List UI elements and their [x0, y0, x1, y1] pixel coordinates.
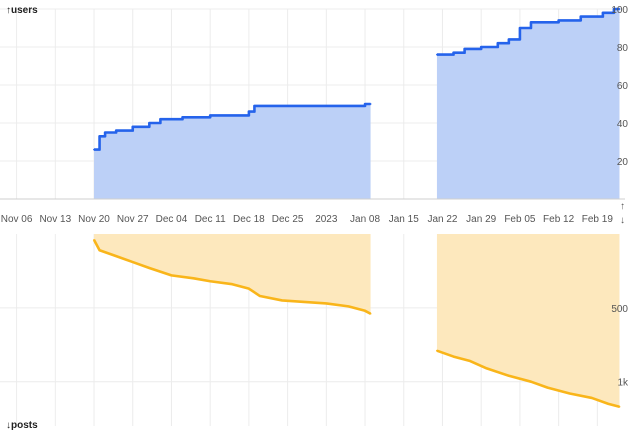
posts-point: [93, 239, 95, 241]
users-point: [358, 105, 361, 107]
y-tick-label-posts: 500: [611, 304, 628, 315]
up-arrow-icon: ↑: [620, 201, 625, 212]
posts-point: [568, 392, 571, 395]
posts-point: [485, 367, 488, 370]
x-tick-label: Nov 13: [39, 214, 71, 225]
x-tick-label: Dec 04: [156, 214, 188, 225]
y-axis-label-posts: ↓posts: [6, 420, 38, 431]
posts-point: [231, 283, 234, 286]
users-series: [93, 7, 621, 199]
y-tick-label-users: 80: [617, 43, 629, 54]
y-tick-label-users: 20: [617, 157, 629, 168]
users-point: [507, 38, 510, 41]
users-point: [436, 53, 438, 56]
x-tick-label: Jan 22: [427, 214, 457, 225]
chart-labels: ↑users ↓posts ↑ ↓: [6, 5, 625, 431]
x-tick-label: Feb 19: [582, 214, 614, 225]
x-tick-label: 2023: [315, 214, 338, 225]
posts-point: [325, 302, 328, 305]
users-point: [519, 27, 521, 29]
posts-point: [259, 295, 261, 297]
users-point: [98, 135, 101, 138]
posts-point: [192, 277, 195, 280]
posts-point: [247, 287, 250, 290]
users-point: [253, 105, 256, 107]
users-area-fill: [436, 9, 620, 199]
y-axis-label-users: ↑users: [6, 5, 38, 16]
posts-point: [590, 397, 593, 399]
posts-point: [507, 374, 510, 377]
users-point: [601, 11, 604, 14]
users-point: [131, 125, 134, 128]
posts-point: [618, 405, 621, 408]
users-point: [325, 105, 328, 107]
users-point: [369, 103, 372, 105]
posts-point: [364, 309, 366, 312]
x-tick-label: Feb 05: [504, 214, 536, 225]
users-point: [181, 116, 184, 119]
users-point: [496, 42, 499, 45]
users-point: [247, 110, 250, 113]
posts-point: [148, 267, 151, 269]
posts-point: [347, 305, 350, 308]
x-tick-label: Jan 29: [466, 214, 496, 225]
users-point: [159, 118, 162, 121]
users-point: [93, 148, 95, 151]
users-point: [364, 103, 366, 105]
x-tick-label: Nov 06: [1, 214, 33, 225]
x-tick-label: Feb 12: [543, 214, 575, 225]
x-tick-label: Jan 08: [350, 214, 380, 225]
x-tick-label: Jan 15: [389, 214, 419, 225]
posts-area-fill: [94, 234, 371, 314]
axes: Nov 06 Nov 13 Nov 20 Nov 27 Dec 04 Dec 11 Dec …: [0, 5, 629, 389]
users-area-fill: [94, 104, 371, 199]
users-point: [613, 8, 615, 10]
y-tick-label-users: 40: [617, 119, 629, 130]
users-point: [104, 131, 106, 134]
posts-point: [303, 301, 306, 303]
posts-point: [369, 312, 372, 315]
x-tick-label: Nov 27: [117, 214, 149, 225]
users-point: [452, 51, 455, 54]
posts-point: [607, 402, 610, 405]
y-tick-label-users: 100: [611, 5, 628, 16]
users-point: [557, 19, 560, 22]
users-point: [463, 48, 466, 50]
posts-point: [452, 355, 455, 358]
users-point: [579, 15, 582, 18]
users-line: [94, 102, 371, 151]
x-tick-label: Dec 25: [272, 214, 304, 225]
posts-area-fill: [436, 234, 620, 407]
posts-point: [530, 380, 532, 383]
users-point: [148, 122, 151, 124]
posts-series: [92, 234, 621, 409]
posts-point: [209, 280, 212, 283]
posts-point: [98, 249, 101, 252]
posts-point: [281, 299, 283, 302]
x-tick-label: Nov 20: [78, 214, 110, 225]
x-tick-label: Dec 11: [195, 214, 226, 225]
users-point: [480, 46, 483, 48]
posts-point: [170, 274, 173, 277]
posts-point: [115, 255, 118, 258]
x-tick-label: Dec 18: [233, 214, 265, 225]
users-point: [236, 114, 239, 117]
posts-point: [436, 349, 438, 352]
users-point: [530, 21, 532, 24]
y-tick-label-users: 60: [617, 81, 629, 92]
down-arrow-icon: ↓: [620, 215, 625, 226]
posts-point: [469, 360, 472, 362]
posts-point: [546, 386, 549, 389]
y-tick-label-posts: 1k: [617, 378, 629, 389]
users-point: [115, 129, 118, 132]
users-point: [618, 8, 621, 10]
users-point: [209, 114, 212, 117]
users-point: [286, 105, 289, 107]
posts-point: [131, 261, 134, 263]
